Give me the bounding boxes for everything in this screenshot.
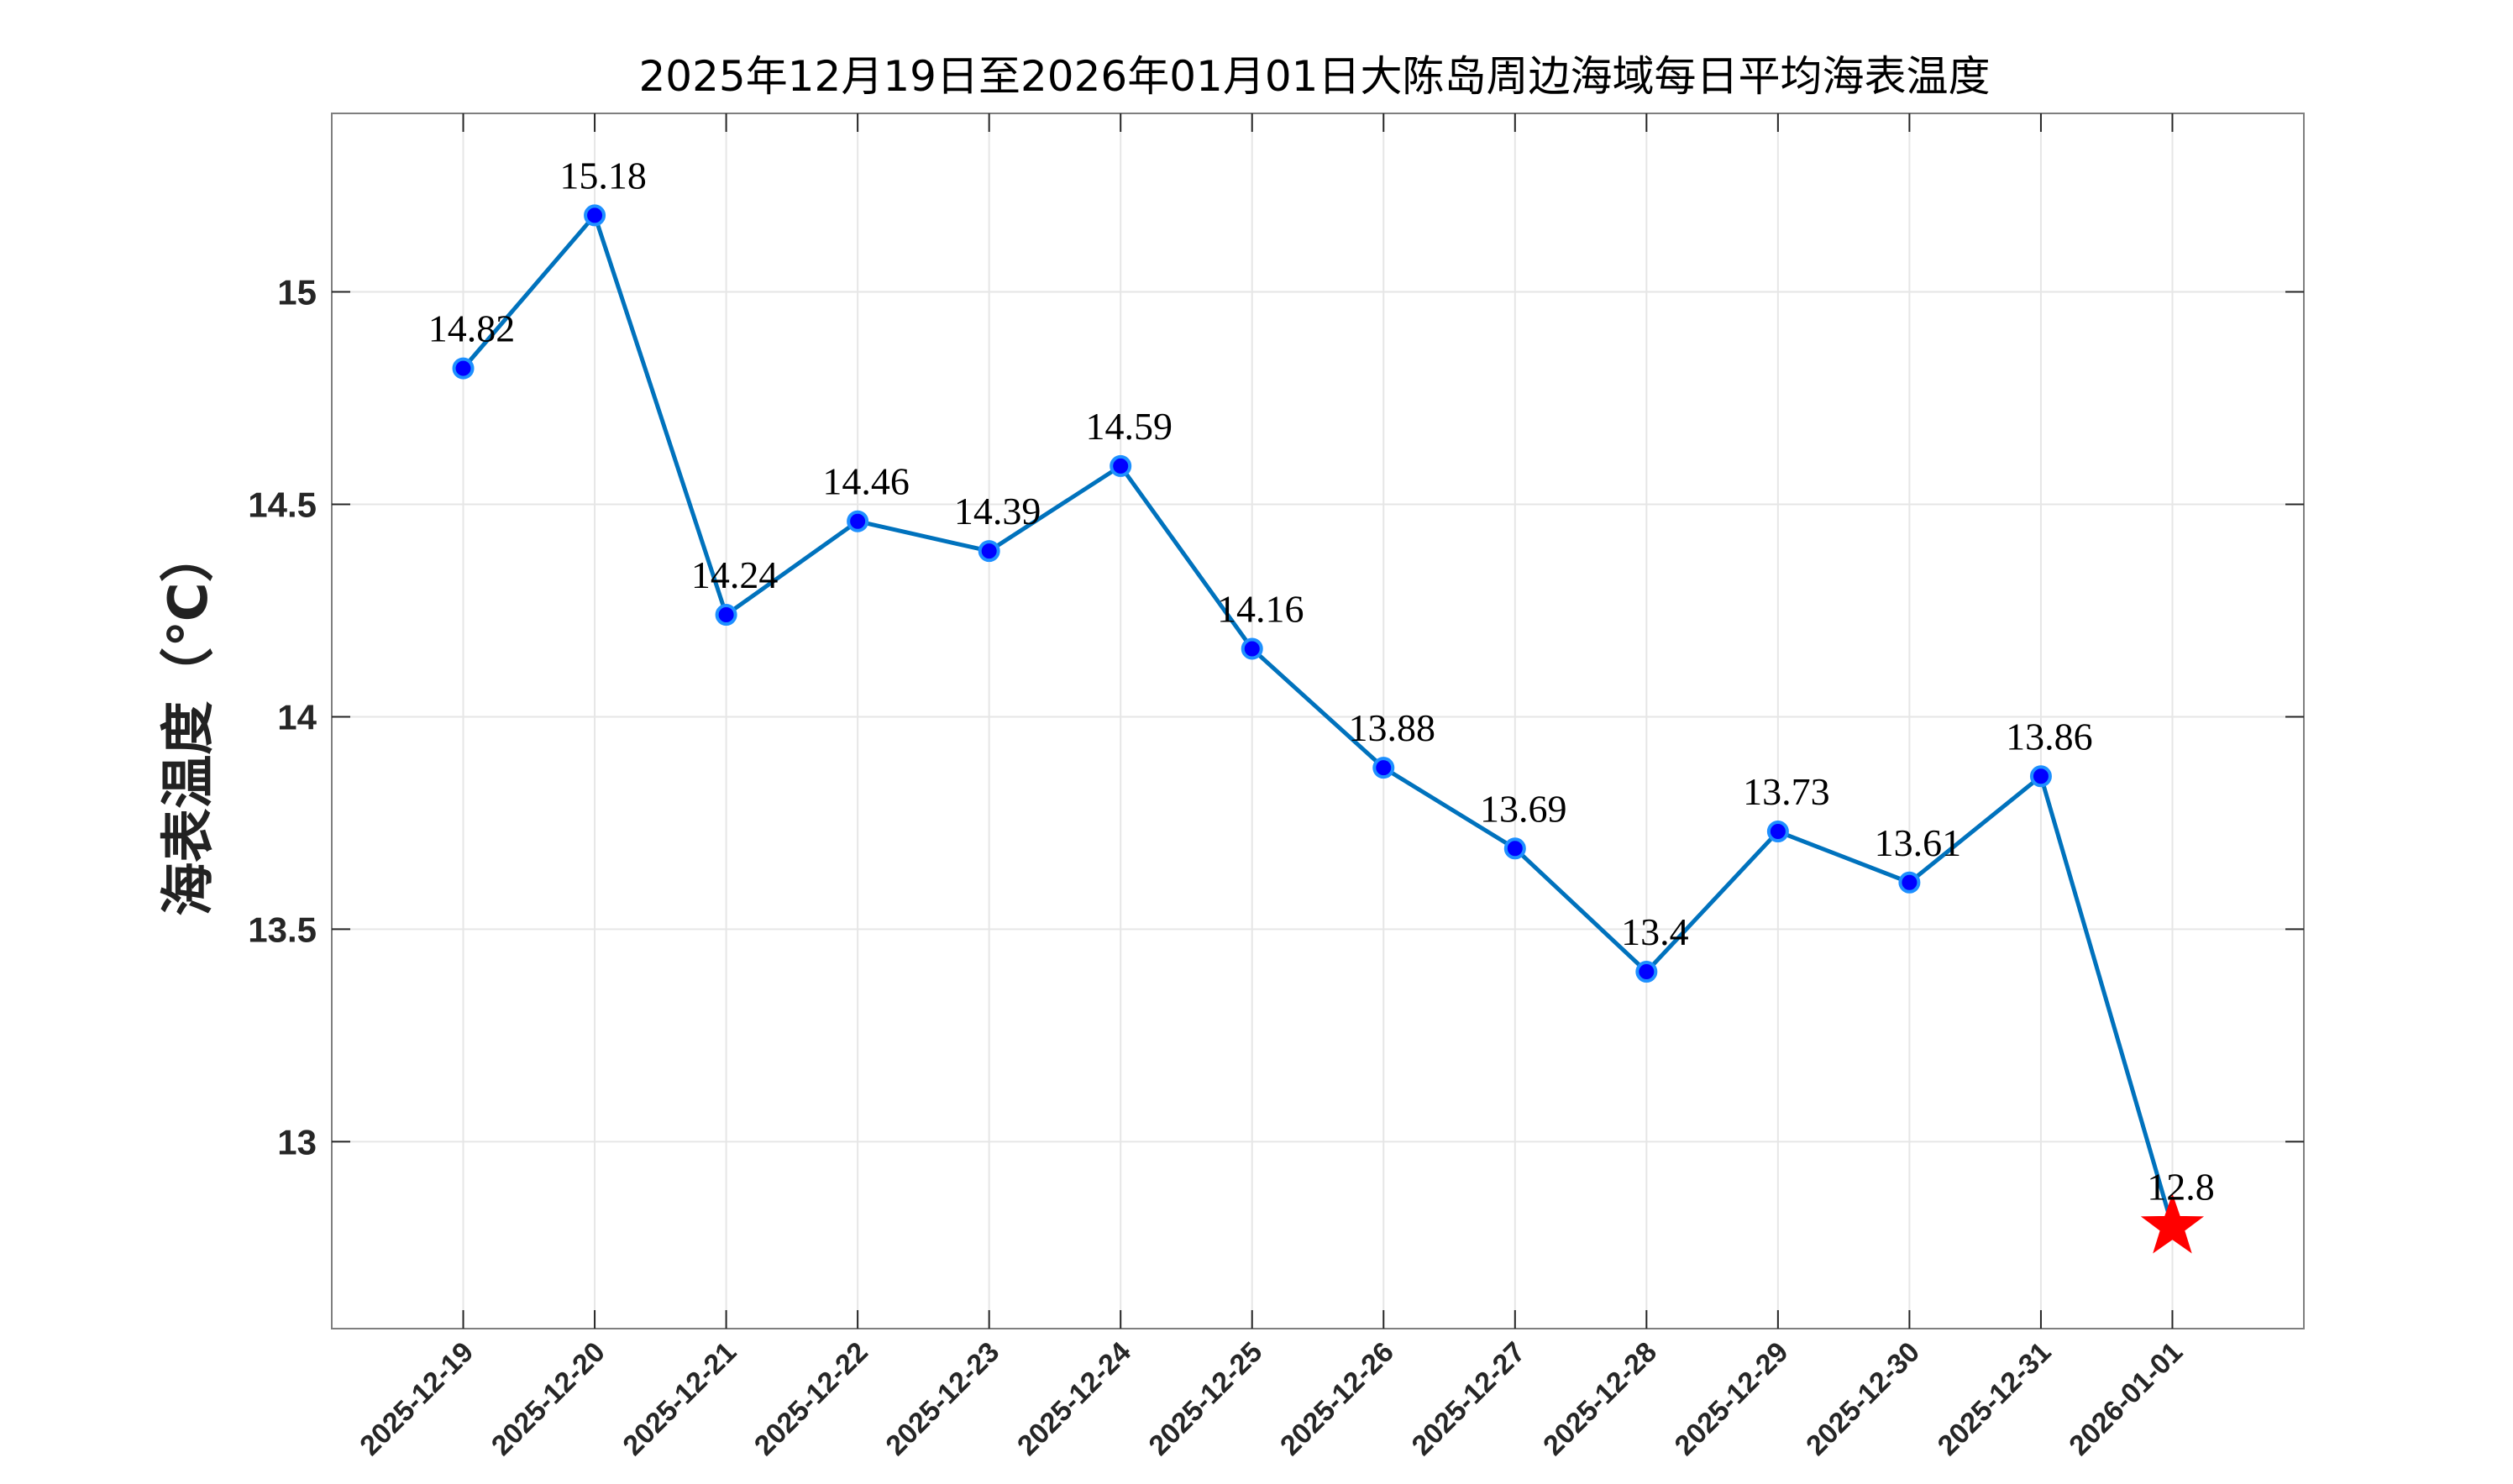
data-label: 13.69 bbox=[1480, 787, 1567, 830]
y-tick-label: 13.5 bbox=[248, 910, 317, 949]
data-label: 13.86 bbox=[2006, 715, 2093, 758]
data-label: 14.59 bbox=[1085, 405, 1173, 448]
data-labels: 14.82 15.18 14.24 14.46 14.39 14.59 14.16 13.88… bbox=[428, 154, 2215, 1208]
x-tick-label: 2025-12-29 bbox=[1669, 1336, 1795, 1462]
data-point-marker bbox=[1241, 637, 1263, 660]
data-label: 13.61 bbox=[1875, 821, 1962, 864]
data-label: 14.82 bbox=[428, 307, 516, 350]
plot-frame bbox=[331, 113, 2305, 1329]
data-label: 14.16 bbox=[1217, 587, 1304, 630]
data-label: 13.4 bbox=[1621, 910, 1689, 953]
data-point-marker bbox=[1110, 454, 1132, 477]
data-point-marker bbox=[2029, 765, 2052, 788]
x-tick-label: 2025-12-23 bbox=[879, 1336, 1005, 1462]
x-tick-label: 2025-12-26 bbox=[1274, 1336, 1400, 1462]
data-point-marker bbox=[1503, 837, 1526, 860]
data-label: 14.46 bbox=[822, 460, 910, 503]
markers bbox=[452, 204, 2205, 1254]
data-label: 13.73 bbox=[1743, 770, 1830, 813]
y-tick-label: 14.5 bbox=[248, 485, 317, 524]
data-point-marker bbox=[452, 357, 475, 380]
data-point-marker bbox=[584, 204, 606, 227]
data-point-marker bbox=[1635, 961, 1658, 983]
data-point-marker bbox=[1766, 821, 1789, 843]
data-label: 15.18 bbox=[559, 154, 647, 197]
x-ticks: 2025-12-19 2025-12-20 2025-12-21 2025-12-22… bbox=[354, 1336, 2189, 1462]
x-tick-label: 2025-12-19 bbox=[354, 1336, 480, 1462]
y-tick-label: 15 bbox=[277, 272, 317, 312]
y-ticks: 13 13.5 14 14.5 15 bbox=[248, 272, 317, 1162]
data-label: 12.8 bbox=[2147, 1166, 2215, 1209]
data-point-marker bbox=[715, 604, 737, 627]
x-tick-label: 2025-12-24 bbox=[1011, 1336, 1137, 1462]
x-tick-label: 2025-12-20 bbox=[485, 1336, 611, 1462]
data-label: 14.39 bbox=[954, 490, 1041, 532]
y-axis-label: 海表温度（℃） bbox=[158, 528, 220, 916]
x-tick-label: 2026-01-01 bbox=[2063, 1336, 2189, 1462]
series-line bbox=[461, 212, 2175, 1228]
y-tick-label: 13 bbox=[277, 1122, 317, 1162]
x-tick-label: 2025-12-28 bbox=[1537, 1336, 1663, 1462]
x-tick-label: 2025-12-27 bbox=[1406, 1336, 1532, 1462]
x-tick-label: 2025-12-31 bbox=[1932, 1336, 2058, 1462]
x-tick-label: 2025-12-30 bbox=[1800, 1336, 1926, 1462]
data-point-marker bbox=[1898, 871, 1921, 894]
data-label: 13.88 bbox=[1349, 706, 1436, 749]
x-tick-label: 2025-12-22 bbox=[748, 1336, 874, 1462]
series-line-path bbox=[461, 212, 2175, 1228]
grid bbox=[332, 113, 2304, 1329]
x-tick-label: 2025-12-21 bbox=[616, 1336, 742, 1462]
data-point-marker bbox=[1372, 757, 1395, 779]
axes bbox=[331, 113, 2305, 1329]
x-tick-label: 2025-12-25 bbox=[1143, 1336, 1269, 1462]
y-tick-label: 14 bbox=[277, 697, 317, 737]
star-marker bbox=[2140, 1193, 2205, 1254]
data-point-marker bbox=[847, 510, 869, 532]
chart-title: 2025年12月19日至2026年01月01日大陈岛周边海域每日平均海表温度 bbox=[639, 52, 1991, 101]
data-point-marker bbox=[978, 540, 1000, 563]
data-label: 14.24 bbox=[691, 553, 779, 596]
